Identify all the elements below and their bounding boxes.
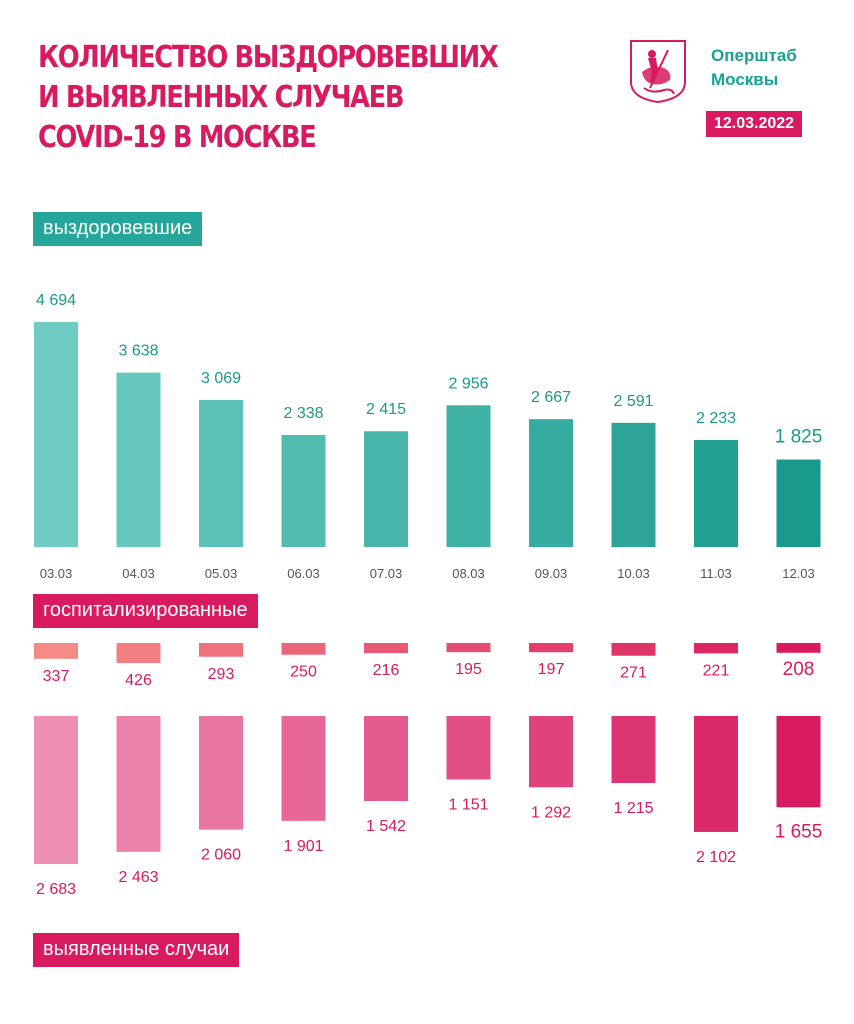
recovered-bar	[446, 405, 491, 547]
date-tick-label: 12.03	[782, 566, 815, 581]
hospitalized-bar	[694, 643, 738, 654]
new-cases-value-label: 1 901	[283, 838, 323, 855]
hospitalized-value-label: 197	[538, 661, 565, 678]
recovered-value-label: 2 338	[283, 405, 323, 422]
recovered-value-label: 2 591	[613, 393, 653, 410]
recovered-bar	[694, 439, 738, 547]
recovered-value-label: 4 694	[36, 292, 76, 309]
recovered-value-label: 2 415	[366, 401, 406, 418]
title-line-1: КОЛИЧЕСТВО ВЫЗДОРОВЕВШИХ	[38, 40, 499, 75]
hospitalized-value-label: 216	[373, 662, 400, 679]
recovered-bar	[611, 422, 656, 547]
date-tick-label: 03.03	[40, 566, 73, 581]
new-cases-bar	[776, 716, 821, 808]
new-cases-bar	[199, 716, 243, 830]
hospitalized-bar	[34, 643, 78, 659]
org-name: Оперштаб Москвы	[711, 44, 797, 92]
hospitalized-value-label: 426	[125, 672, 152, 689]
hospitalized-value-label: 271	[620, 665, 647, 682]
new-cases-value-label: 1 151	[448, 796, 488, 813]
date-tick-label: 08.03	[452, 566, 485, 581]
new-cases-value-label: 1 542	[366, 818, 406, 835]
page-title: КОЛИЧЕСТВО ВЫЗДОРОВЕВШИХ И ВЫЯВЛЕННЫХ СЛ…	[38, 38, 499, 158]
title-line-3: COVID-19 В МОСКВЕ	[38, 120, 317, 155]
hospitalized-bar	[611, 643, 656, 656]
recovered-value-label: 1 825	[775, 427, 823, 448]
org-line-2: Москвы	[711, 70, 779, 89]
new-cases-bar	[529, 716, 573, 788]
new-cases-value-label: 1 655	[775, 821, 823, 842]
new-cases-value-label: 1 215	[613, 800, 653, 817]
date-badge: 12.03.2022	[706, 111, 803, 137]
hospitalized-label: госпитализированные	[33, 594, 258, 628]
recovered-bar	[364, 431, 408, 547]
recovered-value-label: 3 638	[118, 343, 158, 360]
new-cases-bar	[694, 716, 738, 832]
date-tick-label: 04.03	[122, 566, 155, 581]
hospitalized-bar	[116, 643, 161, 663]
hospitalized-value-label: 195	[455, 661, 482, 678]
recovered-bar	[529, 419, 573, 547]
recovered-bar	[776, 459, 821, 547]
new-cases-value-label: 2 683	[36, 881, 76, 898]
hospitalized-value-label: 208	[783, 659, 815, 680]
title-line-2: И ВЫЯВЛЕННЫХ СЛУЧАЕВ	[38, 80, 405, 115]
date-tick-label: 07.03	[370, 566, 403, 581]
recovered-bar	[199, 399, 243, 547]
date-tick-label: 05.03	[205, 566, 238, 581]
recovered-bar	[281, 434, 326, 547]
new-cases-bar	[611, 716, 656, 784]
hospitalized-value-label: 221	[703, 662, 730, 679]
hospitalized-bar	[199, 643, 243, 657]
recovered-value-label: 2 233	[696, 410, 736, 427]
new-cases-value-label: 2 463	[118, 869, 158, 886]
recovered-label: выздоровевшие	[33, 212, 203, 246]
hospitalized-bar	[364, 643, 408, 654]
recovered-value-label: 2 667	[531, 389, 571, 406]
date-tick-label: 09.03	[535, 566, 568, 581]
new-cases-label: выявленные случаи	[33, 933, 240, 967]
new-cases-value-label: 2 060	[201, 847, 241, 864]
date-tick-label: 10.03	[617, 566, 650, 581]
date-tick-label: 11.03	[700, 566, 732, 581]
hospitalized-bar	[776, 643, 821, 653]
recovered-bar	[116, 372, 161, 547]
new-cases-bar	[116, 716, 161, 852]
new-cases-bar	[281, 716, 326, 821]
recovered-value-label: 3 069	[201, 370, 241, 387]
new-cases-value-label: 1 292	[531, 804, 571, 821]
hospitalized-bar	[529, 643, 573, 653]
hospitalized-bar	[281, 643, 326, 655]
new-cases-bar	[446, 716, 491, 780]
date-tick-label: 06.03	[287, 566, 320, 581]
hospitalized-value-label: 337	[43, 668, 70, 685]
new-cases-bar	[34, 716, 78, 864]
new-cases-bar	[364, 716, 408, 802]
recovered-value-label: 2 956	[448, 375, 488, 392]
hospitalized-value-label: 293	[208, 666, 235, 683]
moscow-coat-of-arms-icon	[630, 40, 686, 104]
recovered-bar	[34, 322, 78, 547]
hospitalized-bar	[446, 643, 491, 653]
hospitalized-value-label: 250	[290, 664, 317, 681]
org-line-1: Оперштаб	[711, 46, 797, 65]
new-cases-value-label: 2 102	[696, 849, 736, 866]
